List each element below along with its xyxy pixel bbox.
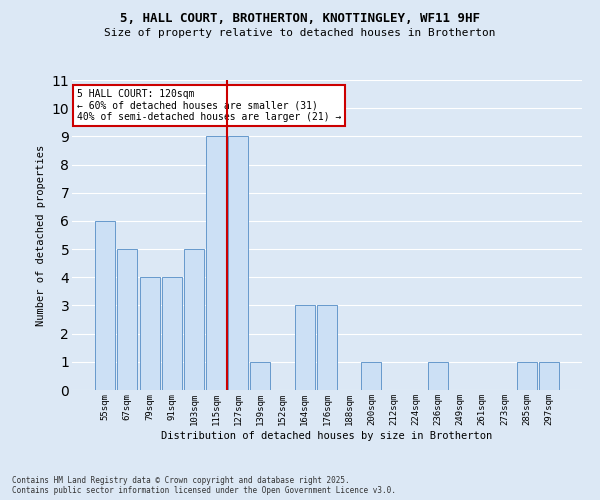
Bar (162, 278, 182, 390)
Bar (295, 306, 315, 390)
Bar (361, 362, 382, 390)
Bar (184, 249, 204, 390)
Bar (517, 362, 536, 390)
Text: 5 HALL COURT: 120sqm
← 60% of detached houses are smaller (31)
40% of semi-detac: 5 HALL COURT: 120sqm ← 60% of detached h… (77, 90, 341, 122)
Bar (428, 362, 448, 390)
Y-axis label: Number of detached properties: Number of detached properties (36, 144, 46, 326)
Bar (539, 362, 559, 390)
Bar (95, 221, 115, 390)
Bar (140, 278, 160, 390)
Text: Contains HM Land Registry data © Crown copyright and database right 2025.
Contai: Contains HM Land Registry data © Crown c… (12, 476, 396, 495)
Bar (206, 136, 226, 390)
Bar (228, 136, 248, 390)
Text: Size of property relative to detached houses in Brotherton: Size of property relative to detached ho… (104, 28, 496, 38)
Bar (317, 306, 337, 390)
Bar (250, 362, 271, 390)
Text: 5, HALL COURT, BROTHERTON, KNOTTINGLEY, WF11 9HF: 5, HALL COURT, BROTHERTON, KNOTTINGLEY, … (120, 12, 480, 26)
X-axis label: Distribution of detached houses by size in Brotherton: Distribution of detached houses by size … (161, 430, 493, 440)
Bar (118, 249, 137, 390)
